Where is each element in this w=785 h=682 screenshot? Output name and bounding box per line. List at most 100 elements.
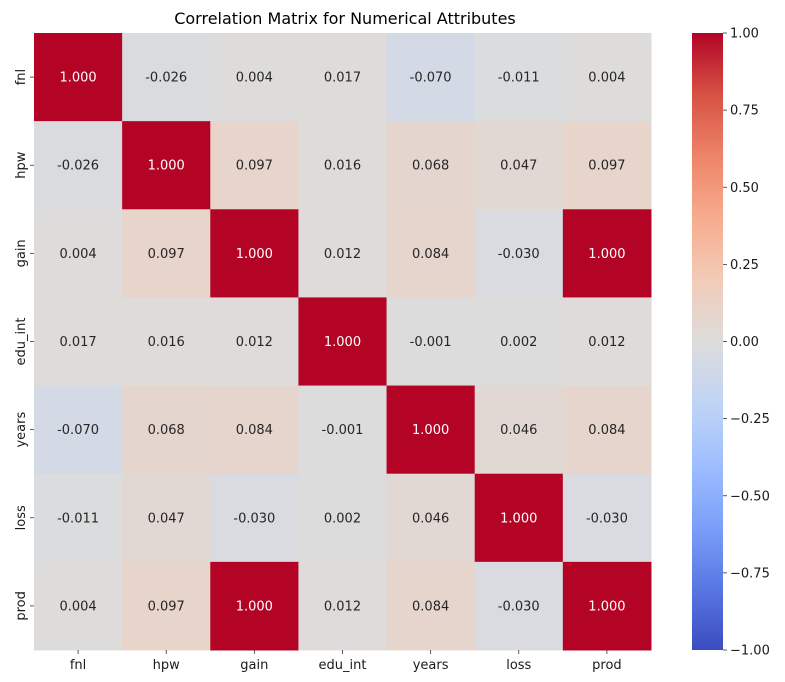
heatmap-cell [474, 33, 564, 122]
heatmap-cell-label: 1.000 [236, 247, 273, 262]
heatmap-cell [386, 33, 476, 122]
heatmap-cell [298, 209, 388, 298]
heatmap-cell [34, 121, 123, 210]
heatmap-cell [562, 297, 652, 387]
heatmap-cell [34, 385, 123, 475]
y-tick-label: loss [14, 505, 29, 530]
heatmap-cell-label: 1.000 [500, 511, 537, 526]
heatmap-cell-label: 0.084 [412, 599, 449, 614]
heatmap-cell-label: 1.000 [412, 423, 449, 438]
heatmap-cell [210, 33, 299, 122]
heatmap-cell-label: -0.070 [410, 71, 452, 86]
colorbar-tick-label: 0.25 [730, 258, 759, 273]
heatmap-cell [474, 385, 564, 475]
heatmap-cell-label: -0.030 [498, 247, 540, 262]
y-tick-label: edu_int [14, 318, 29, 366]
heatmap-cells [34, 33, 652, 651]
colorbar-tick-label: −1.00 [730, 644, 770, 659]
heatmap-cell [562, 385, 652, 475]
heatmap-cell-label: 0.084 [236, 423, 273, 438]
heatmap-cell-label: 0.004 [588, 71, 625, 86]
heatmap-cell-label: 0.012 [236, 335, 273, 350]
heatmap-cell-label: 1.000 [324, 335, 361, 350]
heatmap-cell [562, 33, 652, 122]
heatmap-cell-label: 0.046 [500, 423, 537, 438]
heatmap-cell-label: -0.070 [57, 423, 99, 438]
heatmap-cell [562, 473, 652, 563]
y-tick-label: fnl [14, 69, 29, 85]
heatmap-cell [386, 209, 476, 298]
heatmap-cell-label: 0.097 [236, 159, 273, 174]
heatmap-cell-label: -0.011 [498, 71, 540, 86]
heatmap-cell [34, 473, 123, 563]
heatmap-cell-labels: 1.000 -0.026 0.004 0.017 -0.070 -0.011 0.004 -0… [57, 71, 628, 615]
heatmap-cell-label: 1.000 [588, 247, 625, 262]
x-axis: fnl hpw gain edu_int years loss prod [70, 649, 622, 673]
y-tick-label: gain [14, 239, 29, 267]
heatmap-cell-label: -0.026 [57, 159, 99, 174]
heatmap-cell-label: 0.004 [59, 247, 96, 262]
heatmap-cell-label: 0.017 [59, 335, 96, 350]
colorbar-tick-label: −0.75 [730, 566, 770, 581]
heatmap-cell [210, 385, 299, 475]
colorbar: 1.00 0.75 0.50 0.25 0.00 −0.25 −0.50 −0.75 −1.00 [692, 27, 770, 659]
colorbar-tick-label: −0.50 [730, 489, 770, 504]
heatmap-cell-label: 1.000 [59, 71, 96, 86]
colorbar-tick-label: 0.00 [730, 335, 759, 350]
y-tick-label: years [14, 412, 29, 448]
heatmap-cell-label: -0.001 [322, 423, 364, 438]
colorbar-gradient [692, 33, 723, 650]
heatmap-cell [298, 297, 388, 387]
heatmap-cell [386, 297, 476, 387]
heatmap-cell [386, 561, 476, 651]
heatmap-cell [122, 121, 211, 210]
heatmap-cell [122, 473, 211, 563]
heatmap-cell-label: 0.097 [588, 159, 625, 174]
heatmap-cell [122, 209, 211, 298]
heatmap-cell-label: -0.026 [145, 71, 187, 86]
x-tick-label: gain [240, 658, 268, 673]
heatmap-cell [562, 561, 652, 651]
heatmap-cell-label: 0.012 [588, 335, 625, 350]
heatmap-cell [34, 561, 123, 651]
colorbar-tick-label: 0.75 [730, 104, 759, 119]
heatmap-cell [562, 121, 652, 210]
heatmap-cell-label: 0.084 [588, 423, 625, 438]
x-tick-label: loss [506, 658, 531, 673]
heatmap-cell [210, 473, 299, 563]
heatmap-cell [34, 209, 123, 298]
heatmap-cell [298, 473, 388, 563]
heatmap-cell-label: 1.000 [148, 159, 185, 174]
heatmap-cell-label: -0.030 [586, 511, 628, 526]
heatmap-cell-label: -0.030 [498, 599, 540, 614]
heatmap-cell-label: 0.002 [500, 335, 537, 350]
heatmap-cell-label: 0.047 [500, 159, 537, 174]
heatmap-cell [474, 473, 564, 563]
x-tick-label: edu_int [319, 658, 367, 673]
heatmap-cell-label: 0.097 [148, 247, 185, 262]
x-tick-label: fnl [70, 658, 86, 673]
heatmap-cell [386, 473, 476, 563]
y-tick-label: hpw [14, 151, 29, 178]
heatmap-cell-label: -0.030 [233, 511, 275, 526]
heatmap-cell-label: 0.047 [148, 511, 185, 526]
heatmap-cell-label: -0.011 [57, 511, 99, 526]
heatmap-cell-label: 0.068 [412, 159, 449, 174]
heatmap-cell [298, 33, 388, 122]
heatmap-cell [386, 121, 476, 210]
heatmap-cell-label: 1.000 [236, 599, 273, 614]
colorbar-tick-label: 0.50 [730, 181, 759, 196]
heatmap-cell [34, 297, 123, 387]
heatmap-cell-label: 0.002 [324, 511, 361, 526]
heatmap-cell [474, 561, 564, 651]
heatmap-cell [298, 561, 388, 651]
heatmap-cell [298, 121, 388, 210]
heatmap-cell [386, 385, 476, 475]
colorbar-tick-label: −0.25 [730, 412, 770, 427]
heatmap-cell-label: 0.068 [148, 423, 185, 438]
heatmap-cell [122, 297, 211, 387]
heatmap-cell-label: 0.004 [59, 599, 96, 614]
heatmap-cell [562, 209, 652, 298]
x-tick-label: hpw [153, 658, 180, 673]
